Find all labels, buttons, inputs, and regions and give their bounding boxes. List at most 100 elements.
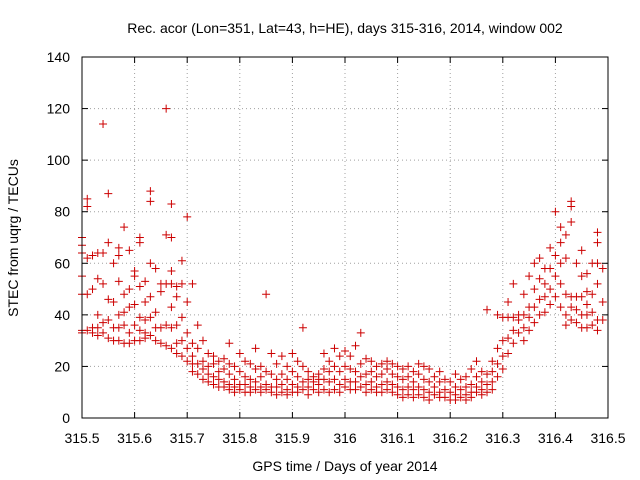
y-tick-label: 120 (47, 101, 71, 117)
data-point (598, 264, 607, 273)
data-point (167, 303, 176, 312)
data-point (404, 362, 413, 371)
data-point (162, 321, 171, 330)
data-point (319, 385, 328, 394)
data-point (120, 308, 129, 317)
data-point (535, 295, 544, 304)
data-point (472, 357, 481, 366)
data-point (125, 339, 134, 348)
data-point (398, 393, 407, 402)
data-point (183, 212, 192, 221)
data-point (430, 390, 439, 399)
x-tick-label: 315.5 (64, 430, 99, 446)
data-point (561, 290, 570, 299)
data-point (335, 367, 344, 376)
data-point (588, 290, 597, 299)
data-point (561, 254, 570, 263)
data-point (272, 375, 281, 384)
data-point (293, 372, 302, 381)
data-point (130, 272, 139, 281)
data-point (198, 336, 207, 345)
data-point (477, 377, 486, 386)
data-point (230, 362, 239, 371)
data-point (104, 189, 113, 198)
data-point (304, 375, 313, 384)
data-point (104, 295, 113, 304)
data-point (204, 377, 213, 386)
data-point (172, 321, 181, 330)
data-point (114, 310, 123, 319)
data-point (561, 310, 570, 319)
data-point (167, 199, 176, 208)
data-point (519, 336, 528, 345)
data-point (398, 375, 407, 384)
data-point (114, 336, 123, 345)
data-point (83, 326, 92, 335)
data-point (141, 277, 150, 286)
x-tick-label: 315.9 (275, 430, 310, 446)
data-point (504, 334, 513, 343)
data-point (235, 367, 244, 376)
data-point (156, 287, 165, 296)
data-point (88, 285, 97, 294)
data-point (540, 308, 549, 317)
data-point (362, 370, 371, 379)
x-axis-label: GPS time / Days of year 2014 (252, 458, 437, 474)
data-point (135, 326, 144, 335)
data-point (135, 336, 144, 345)
data-point (267, 388, 276, 397)
data-point (262, 290, 271, 299)
data-point (556, 303, 565, 312)
data-point (593, 259, 602, 268)
data-point (556, 223, 565, 232)
chart-title: Rec. acor (Lon=351, Lat=43, h=HE), days … (127, 20, 563, 36)
axes (81, 56, 609, 419)
data-point (251, 385, 260, 394)
data-point (588, 308, 597, 317)
data-point (525, 326, 534, 335)
x-tick-label: 316.4 (538, 430, 573, 446)
data-point (414, 390, 423, 399)
data-point (409, 367, 418, 376)
data-point (209, 380, 218, 389)
data-point (582, 287, 591, 296)
data-point (104, 316, 113, 325)
data-point (456, 385, 465, 394)
data-point (440, 393, 449, 402)
data-point (393, 383, 402, 392)
data-point (509, 326, 518, 335)
data-point (440, 375, 449, 384)
data-point (535, 310, 544, 319)
data-point (493, 344, 502, 353)
data-point (582, 310, 591, 319)
data-point (235, 385, 244, 394)
data-point (556, 238, 565, 247)
data-point (162, 230, 171, 239)
data-point (325, 357, 334, 366)
data-point (135, 313, 144, 322)
data-point (288, 349, 297, 358)
data-point (241, 380, 250, 389)
data-point (351, 367, 360, 376)
data-point (156, 323, 165, 332)
data-point (498, 352, 507, 361)
data-point (598, 316, 607, 325)
data-point (572, 305, 581, 314)
data-point (246, 388, 255, 397)
data-point (567, 218, 576, 227)
y-tick-label: 140 (47, 49, 71, 65)
data-point (309, 385, 318, 394)
data-point (214, 375, 223, 384)
data-point (567, 303, 576, 312)
data-point (193, 321, 202, 330)
data-point (367, 377, 376, 386)
data-point (509, 279, 518, 288)
data-point (341, 375, 349, 384)
data-point (567, 316, 576, 325)
data-point (293, 388, 302, 397)
data-point (88, 251, 97, 260)
data-point (319, 349, 328, 358)
data-point (483, 380, 492, 389)
data-point (467, 393, 476, 402)
data-point (146, 259, 155, 268)
